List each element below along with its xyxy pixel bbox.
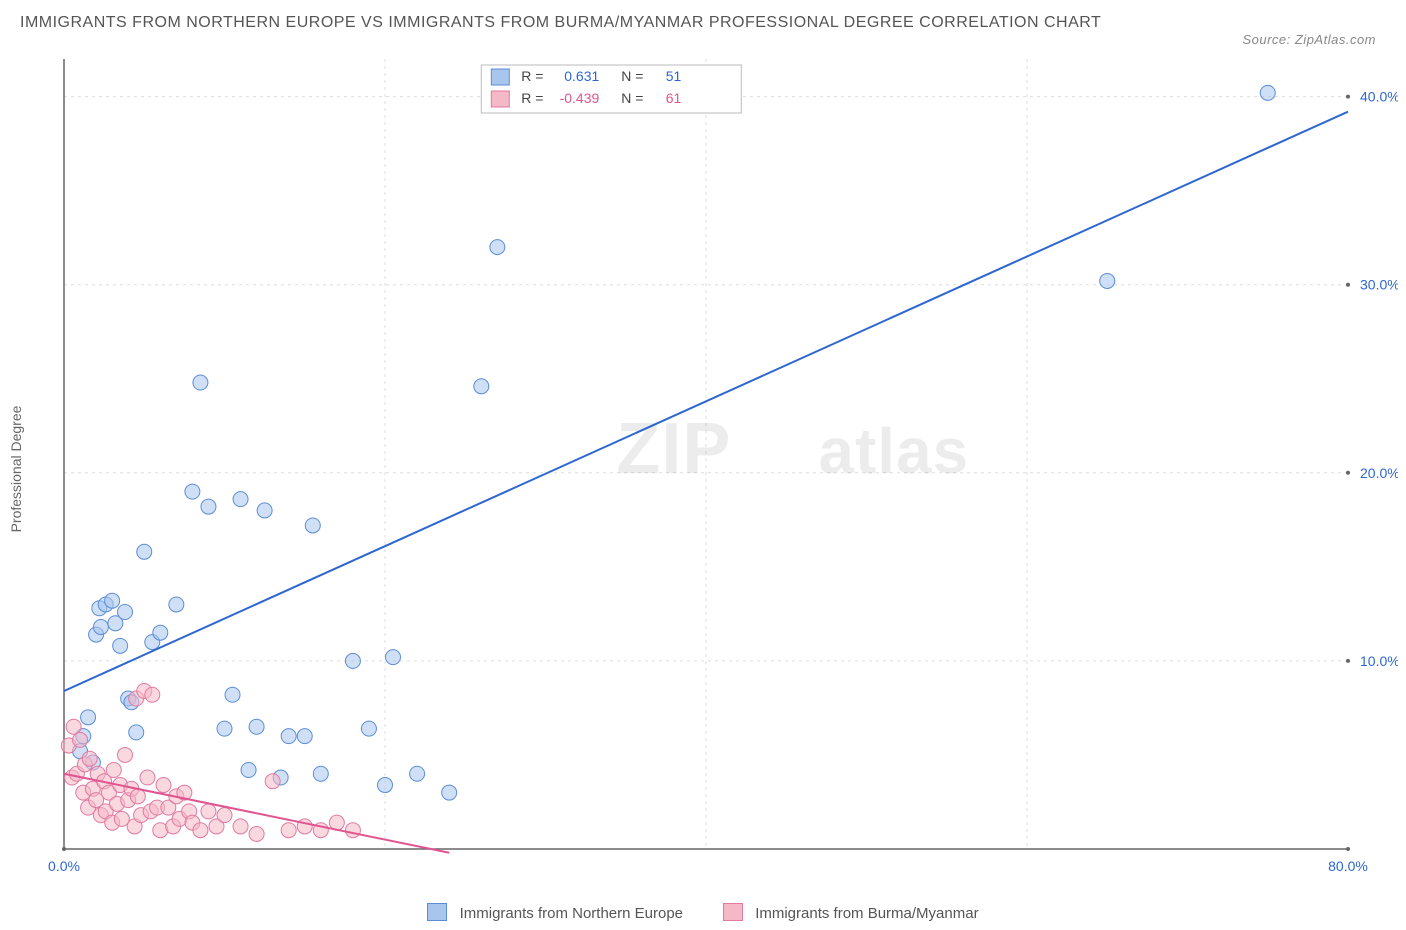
svg-text:10.0%: 10.0% <box>1360 653 1398 669</box>
legend-item-burma-myanmar: Immigrants from Burma/Myanmar <box>723 903 979 922</box>
correlation-chart: ZIP atlas 10.0% 20.0% 30.0% 40.0% 0.0% 80.0% R =… <box>28 59 1398 879</box>
svg-text:20.0%: 20.0% <box>1360 465 1398 481</box>
legend-item-northern-europe: Immigrants from Northern Europe <box>427 903 683 922</box>
svg-text:R =: R = <box>521 90 543 106</box>
svg-text:80.0%: 80.0% <box>1328 858 1368 874</box>
swatch-icon <box>427 903 447 921</box>
svg-text:30.0%: 30.0% <box>1360 277 1398 293</box>
chart-title: IMMIGRANTS FROM NORTHERN EUROPE VS IMMIG… <box>20 10 1101 36</box>
source-label: Source: ZipAtlas.com <box>1242 10 1386 47</box>
svg-text:atlas: atlas <box>818 415 969 487</box>
svg-text:40.0%: 40.0% <box>1360 89 1398 105</box>
svg-text:-0.439: -0.439 <box>560 90 600 106</box>
legend-label: Immigrants from Northern Europe <box>460 905 683 922</box>
y-axis-label: Professional Degree <box>8 406 24 533</box>
svg-text:N =: N = <box>621 90 643 106</box>
svg-text:0.0%: 0.0% <box>48 858 80 874</box>
series-legend: Immigrants from Northern Europe Immigran… <box>0 903 1406 922</box>
swatch-icon <box>723 903 743 921</box>
svg-text:ZIP: ZIP <box>616 409 731 489</box>
svg-text:N =: N = <box>621 68 643 84</box>
svg-text:R =: R = <box>521 68 543 84</box>
svg-text:0.631: 0.631 <box>564 68 599 84</box>
legend-label: Immigrants from Burma/Myanmar <box>755 905 978 922</box>
svg-text:61: 61 <box>666 90 682 106</box>
svg-text:51: 51 <box>666 68 682 84</box>
